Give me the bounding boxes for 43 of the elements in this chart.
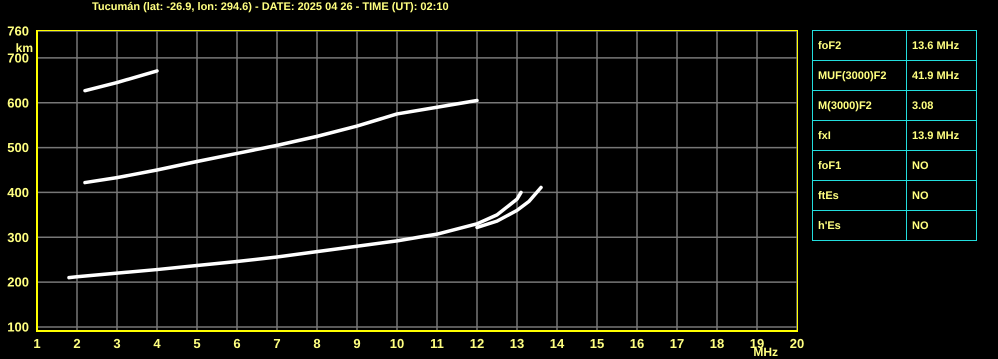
x-tick-label: 15 (590, 336, 604, 352)
x-tick-label: 12 (470, 336, 484, 352)
x-tick-label: 10 (390, 336, 404, 352)
text: NO (912, 190, 928, 202)
x-tick-label: 11 (430, 336, 444, 352)
chart-title: Tucumán (lat: -26.9, lon: 294.6) - DATE: 2025 04 26 - TIME (UT): 02:10 (92, 1, 449, 13)
category-label: ftEs (812, 180, 906, 210)
text: 13.6 MHz (912, 40, 960, 52)
category-label: foF2 (812, 30, 906, 60)
x-tick-label: 7 (273, 336, 281, 352)
category-label: fxI (812, 120, 906, 150)
text: 3.08 (912, 100, 934, 112)
x-tick-label: 9 (353, 336, 361, 352)
x-tick-label: 17 (670, 336, 684, 352)
y-tick-label: 300 (7, 230, 29, 245)
y-tick-label: 760 (7, 24, 29, 39)
category-label: foF1 (812, 150, 906, 180)
x-tick-label: 6 (233, 336, 241, 352)
y-tick-label: 700 (7, 50, 29, 66)
text: 41.9 MHz (912, 70, 960, 82)
category-label: h'Es (812, 210, 906, 240)
category-label: MUF(3000)F2 (812, 60, 906, 90)
x-tick-label: 13 (510, 336, 524, 352)
text: NO (912, 160, 928, 172)
category-label: M(3000)F2 (812, 90, 906, 120)
y-tick-label: 500 (7, 140, 29, 156)
x-tick-label: 20 (790, 336, 804, 352)
y-tick-label: 200 (7, 274, 29, 290)
x-tick-label: 1 (33, 336, 41, 352)
y-tick-label: 100 (7, 320, 29, 335)
text: 13.9 MHz (912, 130, 960, 142)
y-tick-label: 400 (7, 185, 29, 200)
x-tick-label: 16 (630, 336, 644, 352)
line-series (83, 98, 479, 184)
x-tick-label: 18 (710, 336, 724, 352)
x-tick-label: 4 (153, 336, 162, 352)
x-tick-label: 2 (73, 336, 81, 352)
y-tick-label: 600 (7, 95, 29, 110)
x-tick-label: 14 (550, 336, 565, 352)
x-tick-label: 5 (193, 336, 201, 352)
text: NO (912, 220, 928, 232)
x-tick-label: 8 (313, 336, 321, 352)
x-tick-label: 3 (113, 336, 121, 352)
